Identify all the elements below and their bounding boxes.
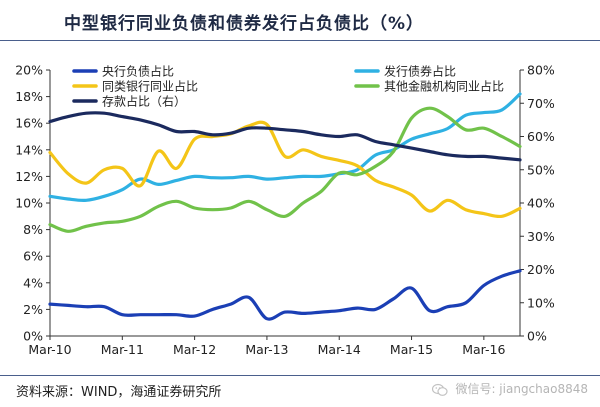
y-left-tick-label: 18% [15,89,43,104]
x-tick-label: Mar-15 [390,342,433,357]
legend-entry-1: 央行负债占比 [72,64,174,79]
title-rule [0,40,600,41]
chart-title: 中型银行同业负债和债券发行占负债比（%） [64,14,425,34]
line-chart: 0% 2% 4% 6% 8% 10% 12% 14% 16% 18% 20% 0% 10% 20% 30% 4… [15,63,555,358]
legend-label: 存款占比（右） [102,94,186,109]
x-tick-label: Mar-12 [173,342,216,357]
legend-label: 央行负债占比 [102,64,174,79]
y-left-tick-label: 16% [15,116,43,131]
series-line-3 [48,120,522,219]
series-layer [48,92,522,321]
x-tick-label: Mar-11 [101,342,144,357]
y-right-tick-label: 60% [527,129,555,144]
x-tick-label: Mar-14 [318,342,361,357]
axes: 0% 2% 4% 6% 8% 10% 12% 14% 16% 18% 20% 0% 10% 20% 30% 4… [15,63,555,358]
y-left-tick-label: 20% [15,63,43,78]
y-right-tick-label: 30% [527,229,555,244]
y-left-tick-label: 10% [15,196,43,211]
legend-label: 同类银行同业占比 [102,79,198,94]
y-left-tick-label: 14% [15,142,43,157]
y-right-tick-label: 10% [527,295,555,310]
y-right-tick-label: 40% [527,196,555,211]
y-left-tick-label: 6% [23,249,43,264]
legend-label: 其他金融机构同业占比 [384,79,504,94]
y-right-tick-label: 20% [527,262,555,277]
y-right-tick-label: 70% [527,96,555,111]
footer-rule [0,375,600,376]
y-left-tick-label: 8% [23,222,43,237]
legend-label: 发行债券占比 [384,64,456,79]
x-tick-label: Mar-16 [462,342,505,357]
series-line-4 [48,106,522,233]
y-right-tick-label: 50% [527,162,555,177]
y-right-tick-label: 0% [527,329,547,344]
series-line-1 [48,269,522,321]
y-left-tick-label: 2% [23,302,43,317]
y-left-tick-label: 4% [23,275,43,290]
wechat-icon [431,383,448,396]
series-line-5 [48,111,522,162]
y-right-tick-label: 80% [527,63,555,78]
title-bar: 中型银行同业负债和债券发行占负债比（%） [0,0,600,44]
series-line-2 [48,92,522,203]
watermark-text: 微信号: jiangchao8848 [455,382,588,396]
legend-entry-3: 同类银行同业占比 [72,79,198,94]
legend-entry-4: 其他金融机构同业占比 [354,79,504,94]
legend-entry-5: 存款占比（右） [72,94,186,109]
x-tick-label: Mar-13 [245,342,288,357]
y-left-tick-label: 0% [23,329,43,344]
x-tick-label: Mar-10 [28,342,71,357]
legend-entry-2: 发行债券占比 [354,64,456,79]
source-note: 资料来源：WIND，海通证券研究所 [16,385,222,400]
watermark: 微信号: jiangchao8848 [431,380,588,397]
y-left-tick-label: 12% [15,169,43,184]
